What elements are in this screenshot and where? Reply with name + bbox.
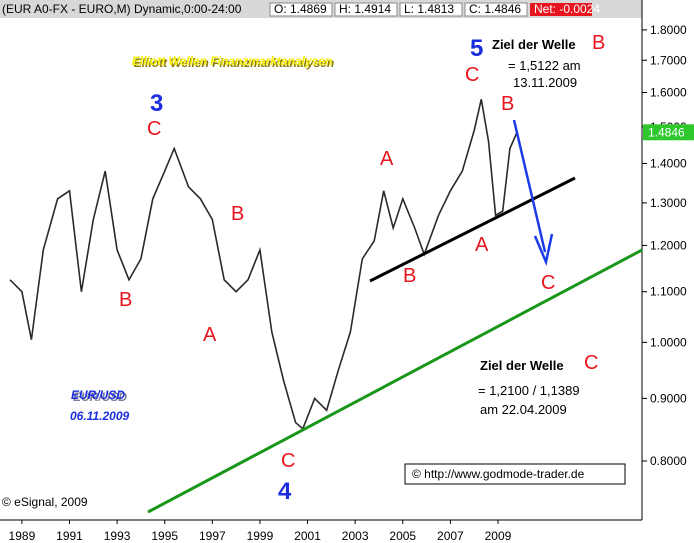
target-label: Ziel der Welle — [492, 37, 576, 52]
wave-label: B — [119, 289, 132, 311]
forecast-arrow — [512, 119, 547, 253]
target-date: am 22.04.2009 — [480, 402, 567, 417]
wave-label: A — [380, 148, 394, 170]
y-tick-label: 0.8000 — [650, 454, 687, 468]
x-tick-label: 1995 — [151, 529, 178, 543]
plot-area — [9, 99, 518, 431]
wave-label: B — [231, 203, 244, 225]
arrow-head — [533, 233, 554, 267]
last-price: 1.4846 — [648, 125, 685, 139]
y-tick-label: 1.8000 — [650, 23, 687, 37]
date-label: 06.11.2009 — [70, 409, 129, 423]
wave-label: C — [541, 272, 555, 294]
y-tick-label: 1.1000 — [650, 285, 687, 299]
wave-label: B — [501, 93, 514, 115]
wave-label: A — [475, 234, 489, 256]
target-label: Ziel der Welle — [480, 358, 564, 373]
copyright: © eSignal, 2009 — [2, 495, 88, 509]
close: C: 1.4846 — [469, 2, 521, 16]
y-tick-label: 1.3000 — [650, 196, 687, 210]
wave-label: C — [465, 64, 479, 86]
y-tick-label: 0.9000 — [650, 391, 687, 405]
target-wave: C — [584, 352, 598, 374]
wave-label: 5 — [470, 35, 483, 62]
close-box — [464, 2, 528, 17]
x-tick-label: 1989 — [9, 529, 36, 543]
high: H: 1.4914 — [339, 2, 391, 16]
y-tick-label: 1.2000 — [650, 238, 687, 252]
target-value: = 1,5122 am — [508, 58, 581, 73]
wave-label: C — [281, 450, 295, 472]
wave-label: 3 — [150, 90, 163, 117]
title: Elliott Wellen Finanzmarktanalysen — [132, 54, 333, 68]
source: © http://www.godmode-trader.de — [412, 467, 585, 481]
x-tick-label: 2007 — [437, 529, 464, 543]
x-tick-label: 2005 — [389, 529, 416, 543]
target-value: = 1,2100 / 1,1389 — [478, 383, 580, 398]
net-box — [530, 3, 592, 16]
open-box — [269, 2, 333, 17]
x-tick-label: 2001 — [294, 529, 321, 543]
x-tick-label: 1991 — [56, 529, 83, 543]
source-box — [404, 463, 626, 485]
x-tick-label: 1997 — [199, 529, 226, 543]
price-line — [9, 99, 518, 431]
y-tick-label: 1.0000 — [650, 335, 687, 349]
title-shadow: Elliott Wellen Finanzmarktanalysen — [134, 56, 335, 70]
high-box — [334, 2, 398, 17]
trendline — [369, 176, 576, 283]
low: L: 1.4813 — [404, 2, 454, 16]
wave-label: 4 — [278, 478, 292, 505]
x-tick-label: 1999 — [247, 529, 274, 543]
symbol: (EUR A0-FX - EURO,M) Dynamic,0:00-24:00 — [2, 2, 242, 16]
target-wave: B — [592, 32, 605, 54]
pair-shadow: EUR/USD — [73, 390, 127, 404]
wave-label: C — [147, 118, 161, 140]
support-trendline — [147, 248, 643, 514]
pair-label: EUR/USD — [71, 388, 125, 402]
wave-label: B — [403, 265, 416, 287]
x-tick-label: 2003 — [342, 529, 369, 543]
y-tick-label: 1.6000 — [650, 85, 687, 99]
wave-label: A — [203, 324, 217, 346]
x-tick-label: 1993 — [104, 529, 131, 543]
low-box — [399, 2, 463, 17]
target-date: 13.11.2009 — [513, 75, 577, 90]
net: Net: -0.0024 — [534, 2, 600, 16]
y-tick-label: 1.7000 — [650, 53, 687, 67]
open: O: 1.4869 — [274, 2, 327, 16]
last-price-box — [643, 124, 694, 141]
x-tick-label: 2009 — [485, 529, 512, 543]
y-tick-label: 1.4000 — [650, 156, 687, 170]
